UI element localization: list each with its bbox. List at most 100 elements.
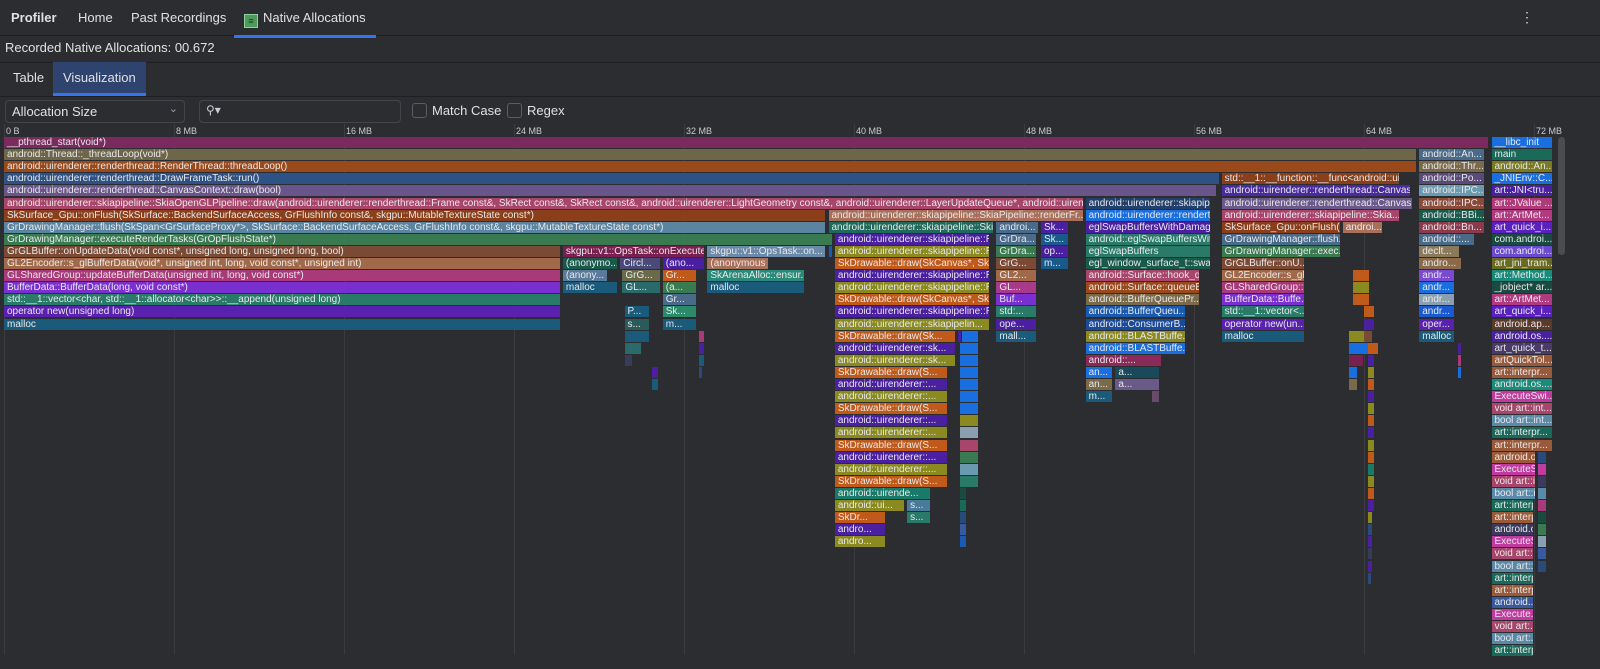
flame-frame[interactable]: GL2Encoder::s_glBufferData(void*, unsign…: [4, 258, 561, 269]
flame-frame[interactable]: malloc: [4, 318, 561, 330]
flame-frame[interactable]: art::interp...: [1491, 512, 1534, 524]
flame-frame[interactable]: __pthread_start(void*): [4, 137, 1490, 148]
flame-frame[interactable]: android::Thr...: [1419, 161, 1486, 173]
flame-frame[interactable]: art::ArtMet...: [1491, 294, 1554, 306]
flame-frame[interactable]: _jobject* ar...: [1491, 282, 1554, 294]
flame-frame[interactable]: [960, 439, 980, 451]
flame-frame[interactable]: [1368, 415, 1375, 427]
flame-frame[interactable]: [1151, 391, 1160, 403]
flame-frame[interactable]: SkDrawable::draw(S...: [834, 439, 948, 451]
allocation-metric-dropdown[interactable]: Allocation Size ⌄: [5, 100, 185, 123]
flame-frame[interactable]: [1353, 270, 1371, 282]
flame-frame[interactable]: [828, 245, 833, 257]
flame-frame[interactable]: egl_window_surface_t::swap...: [1085, 258, 1211, 269]
flame-frame[interactable]: [960, 403, 980, 415]
flame-frame[interactable]: [1353, 294, 1371, 306]
flame-frame[interactable]: andr...: [1419, 282, 1456, 294]
flame-frame[interactable]: android::uirenderer::sk...: [834, 342, 956, 354]
flame-frame[interactable]: operator new(unsigned long): [4, 306, 561, 318]
flame-frame[interactable]: GL...: [996, 282, 1037, 294]
flame-frame[interactable]: GrDra...: [996, 233, 1037, 245]
flame-frame[interactable]: [1349, 379, 1358, 390]
flame-frame[interactable]: ope...: [996, 318, 1037, 330]
flame-frame[interactable]: android::IPC...: [1419, 197, 1486, 209]
flame-frame[interactable]: an...: [1085, 366, 1114, 378]
flame-frame[interactable]: an...: [1085, 379, 1114, 390]
flame-frame[interactable]: android::BufferQueu...: [1085, 306, 1186, 318]
flame-frame[interactable]: GL2...: [996, 270, 1037, 282]
flame-frame[interactable]: android::Thread::_threadLoop(void*): [4, 149, 1418, 161]
flame-frame[interactable]: SkDrawable::draw(SkCanvas*, SkM...: [834, 258, 990, 269]
flame-frame[interactable]: (anonymous names...: [707, 258, 769, 269]
flame-frame[interactable]: void art:...: [1491, 621, 1534, 632]
flame-frame[interactable]: android::Bn...: [1419, 221, 1486, 233]
flame-frame[interactable]: andr...: [1419, 270, 1456, 282]
flame-frame[interactable]: m...: [662, 318, 697, 330]
flame-frame[interactable]: android::uirenderer::...: [834, 379, 948, 390]
flame-frame[interactable]: SkArenaAlloc::ensur...: [707, 270, 806, 282]
flame-frame[interactable]: [1368, 451, 1375, 463]
tab-table[interactable]: Table: [13, 70, 45, 85]
flame-frame[interactable]: [960, 354, 980, 366]
flame-frame[interactable]: s...: [624, 318, 650, 330]
flame-frame[interactable]: [1538, 536, 1547, 548]
flame-frame[interactable]: android::uirenderer::skiapipeline::Re...: [834, 233, 990, 245]
flame-frame[interactable]: art::ArtMet...: [1491, 209, 1554, 221]
flame-frame[interactable]: [1349, 354, 1364, 366]
flame-frame[interactable]: [958, 330, 963, 342]
flame-frame[interactable]: [960, 451, 980, 463]
flame-frame[interactable]: m...: [1041, 258, 1069, 269]
flame-frame[interactable]: andro...: [834, 536, 886, 548]
flame-frame[interactable]: eglSwapBuffers: [1085, 245, 1211, 257]
flame-frame[interactable]: android::uirenderer::skiapipeline::Skia.…: [1221, 209, 1401, 221]
flame-frame[interactable]: [698, 342, 706, 354]
flame-frame[interactable]: art_quick_i...: [1491, 306, 1554, 318]
flame-frame[interactable]: Sk...: [1041, 233, 1069, 245]
flame-frame[interactable]: BufferData::Buffe...: [1221, 294, 1305, 306]
flame-frame[interactable]: std::__1::vector<...: [1221, 306, 1305, 318]
flame-frame[interactable]: android::uirenderer::renderthread::Canva…: [4, 185, 1218, 197]
flame-frame[interactable]: void art::int...: [1491, 403, 1554, 415]
flame-frame[interactable]: GrDrawingManager::executeRenderTasks(GrO…: [4, 233, 833, 245]
flame-frame[interactable]: SkSurface_Gpu::onFlush(SkSurface::Backen…: [4, 209, 827, 221]
flame-frame[interactable]: art::interpr...: [1491, 439, 1554, 451]
flame-frame[interactable]: [960, 391, 980, 403]
flame-frame[interactable]: [1368, 536, 1373, 548]
flame-frame[interactable]: [1364, 318, 1375, 330]
flame-frame[interactable]: android::uirenderer::renderthread::Canva…: [1221, 185, 1411, 197]
flame-frame[interactable]: [960, 415, 980, 427]
flame-frame[interactable]: [624, 342, 642, 354]
flame-frame[interactable]: [960, 487, 967, 499]
flame-frame[interactable]: Gr...: [662, 270, 697, 282]
flame-frame[interactable]: GL2Encoder::s_gl...: [1221, 270, 1305, 282]
vertical-scrollbar[interactable]: [1558, 137, 1565, 255]
flame-frame[interactable]: std::__1::vector<char, std::__1::allocat…: [4, 294, 561, 306]
flame-frame[interactable]: GrDrawingManager::exec...: [1221, 245, 1341, 257]
flame-frame[interactable]: android::uirenderer::skiapipeline::Re...: [834, 282, 990, 294]
flame-frame[interactable]: __libc_init: [1491, 137, 1554, 148]
flame-frame[interactable]: std::__1::__function::__func<android::ui…: [1221, 173, 1401, 185]
flame-frame[interactable]: [698, 354, 706, 366]
flame-frame[interactable]: art::interpr...: [1491, 366, 1554, 378]
flame-frame[interactable]: GrG...: [622, 270, 661, 282]
flame-frame[interactable]: art::Method...: [1491, 270, 1554, 282]
flame-frame[interactable]: art::JValue ...: [1491, 197, 1554, 209]
flame-frame[interactable]: androi...: [1342, 221, 1384, 233]
flame-frame[interactable]: [1368, 439, 1375, 451]
flame-frame[interactable]: android::BLASTBuffe...: [1085, 330, 1186, 342]
flame-frame[interactable]: android::uirenderer::renderthread::Rende…: [4, 161, 1418, 173]
flame-frame[interactable]: android::uirenderer::skiapipe...: [1085, 197, 1211, 209]
flame-frame[interactable]: SkDrawable::draw(SkCanvas*, SkM...: [834, 294, 990, 306]
flame-frame[interactable]: GLSharedGroup::...: [1221, 282, 1305, 294]
flame-frame[interactable]: andr...: [1419, 294, 1456, 306]
flame-frame[interactable]: [1368, 560, 1373, 572]
search-input[interactable]: [226, 103, 398, 121]
flame-frame[interactable]: malloc: [1419, 330, 1456, 342]
flame-frame[interactable]: bool art::int...: [1491, 415, 1554, 427]
flame-frame[interactable]: android::uirenderer::...: [834, 463, 948, 475]
flame-frame[interactable]: android....: [1491, 596, 1534, 608]
flame-frame[interactable]: art::interp...: [1491, 500, 1534, 511]
flame-frame[interactable]: skgpu::v1::OpsTask::on...: [707, 245, 827, 257]
regex-checkbox[interactable]: [507, 103, 522, 118]
